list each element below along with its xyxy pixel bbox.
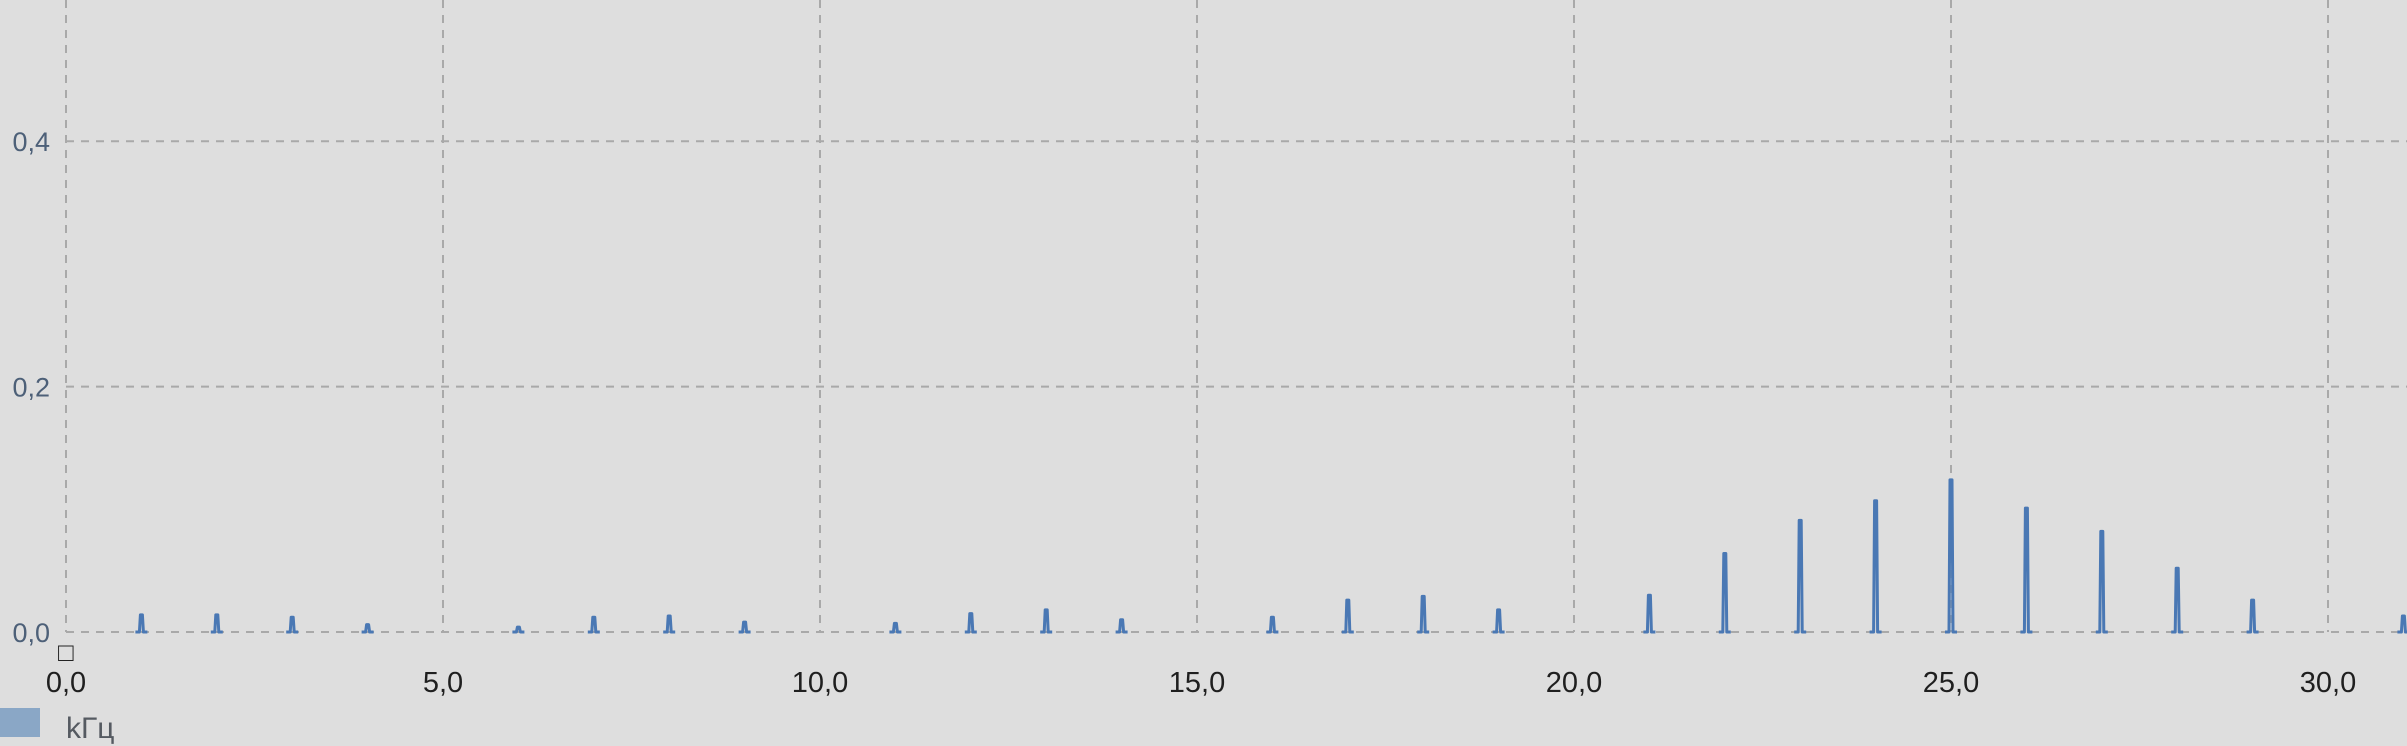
spectrum-peak: [1417, 594, 1430, 634]
spectrum-peak: [1718, 551, 1731, 634]
spectrum-peak: [135, 613, 148, 634]
spectrum-peak: [2171, 566, 2184, 634]
spectrum-peak: [1869, 499, 1882, 634]
x-axis-unit-label: kГц: [66, 712, 115, 745]
spectrum-peak: [964, 612, 977, 634]
spectrum-peaks: [135, 478, 2407, 634]
x-tick-label: 15,0: [1169, 667, 1225, 699]
spectrum-peak: [2020, 506, 2033, 634]
corner-tab[interactable]: [0, 708, 40, 737]
spectrum-peak: [1040, 608, 1053, 634]
spectrum-peak: [587, 615, 600, 634]
spectrum-peak: [512, 625, 525, 634]
x-tick-label: 20,0: [1546, 667, 1602, 699]
spectrum-peak: [663, 614, 676, 634]
spectrum-peak: [1492, 608, 1505, 634]
spectrum-peak: [1794, 518, 1807, 634]
x-tick-label: 0,0: [46, 667, 86, 699]
spectrum-peak: [1643, 593, 1656, 634]
y-zero-marker-icon: □: [58, 637, 74, 667]
grid-lines: [65, 0, 2407, 633]
y-tick-label: 0,4: [12, 127, 50, 157]
spectrum-peak: [286, 615, 299, 634]
spectrum-peak: [2246, 598, 2259, 634]
spectrum-peak: [1266, 615, 1279, 634]
y-tick-label: 0,0: [12, 618, 50, 648]
spectrum-peak: [210, 613, 223, 634]
spectrum-peak: [1341, 598, 1354, 634]
x-tick-label: 25,0: [1923, 667, 1979, 699]
spectrum-peak: [2397, 614, 2407, 634]
x-tick-label: 30,0: [2300, 667, 2356, 699]
spectrum-peak: [738, 620, 751, 634]
spectrum-peak: [2095, 529, 2108, 634]
x-tick-label: 5,0: [423, 667, 463, 699]
tick-labels: 0,0 5,0 10,0 15,0 20,0 25,0 30,0 0,0 0,2 0,4: [12, 127, 2356, 699]
x-tick-label: 10,0: [792, 667, 848, 699]
spectrum-peak: [889, 621, 902, 634]
spectrum-peak: [1945, 478, 1957, 634]
spectrum-peak: [361, 623, 374, 634]
spectrum-peak: [1115, 618, 1128, 634]
y-tick-label: 0,2: [12, 373, 50, 403]
